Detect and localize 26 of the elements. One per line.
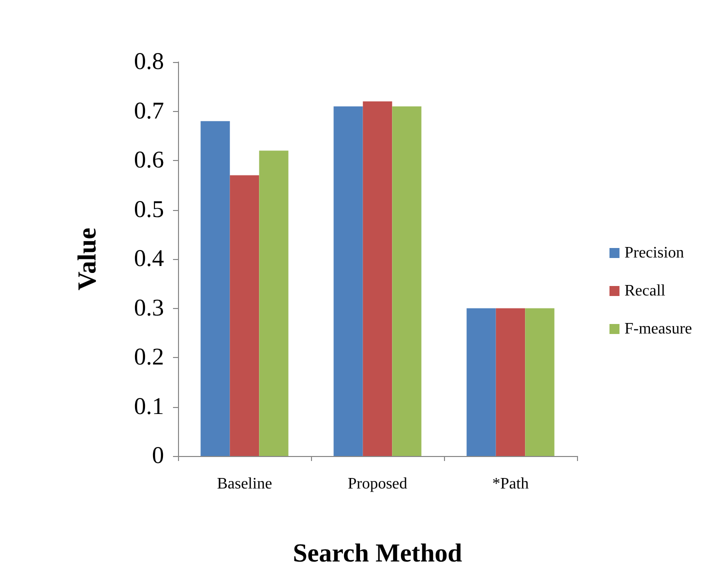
x-axis-title: Search Method [292, 538, 463, 568]
y-tick-label: 0.2 [134, 344, 164, 370]
y-axis-title: Value [72, 228, 102, 290]
bar [466, 308, 496, 456]
bar [230, 175, 260, 456]
y-tick-label: 0.8 [134, 49, 164, 75]
legend-label: Precision [624, 244, 684, 262]
legend-label: F-measure [624, 320, 692, 338]
bar [392, 106, 422, 456]
x-tick-label: Baseline [216, 476, 272, 492]
bar [525, 308, 554, 456]
y-tick-label: 0.1 [134, 394, 164, 420]
y-tick-label: 0.7 [134, 98, 164, 124]
y-tick-label: 0.5 [134, 196, 164, 223]
x-tick-label: Proposed [348, 476, 408, 492]
y-tick-label: 0 [152, 443, 164, 469]
legend-label: Recall [624, 282, 666, 300]
bar [259, 150, 288, 456]
bar [200, 121, 230, 456]
bar [362, 101, 392, 456]
bar [496, 308, 526, 456]
y-tick-label: 0.4 [134, 246, 164, 272]
y-tick-label: 0.3 [134, 295, 164, 322]
x-tick-label: *Path [492, 476, 529, 492]
bar [334, 106, 363, 456]
y-tick-label: 0.6 [134, 148, 164, 174]
